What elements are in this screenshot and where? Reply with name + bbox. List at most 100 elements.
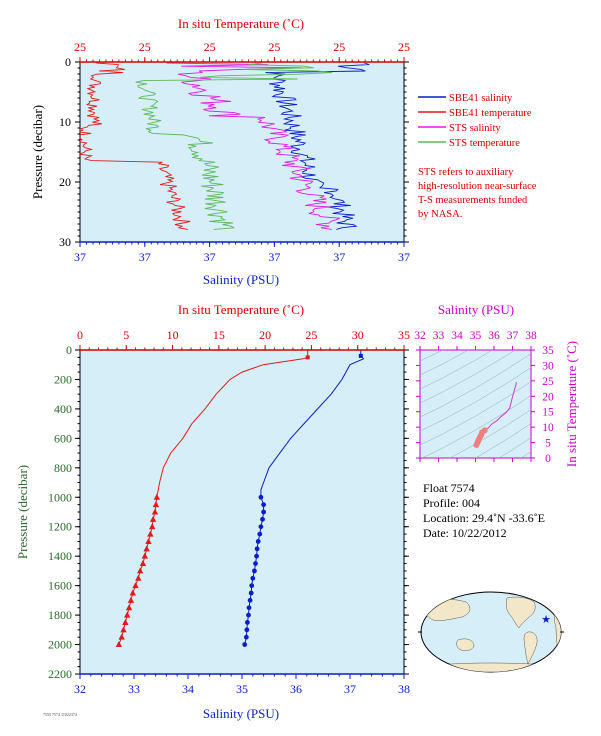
temperature-point bbox=[143, 545, 150, 552]
temperature-axis-tick-label: 5 bbox=[123, 328, 129, 342]
ts-salinity-tick-label: 33 bbox=[433, 330, 445, 342]
temperature-axis-tick-label: 15 bbox=[213, 328, 225, 342]
temperature-point bbox=[118, 633, 125, 640]
temperature-point bbox=[124, 611, 131, 618]
salinity-point bbox=[261, 502, 266, 508]
near-surface-y-tick-label: 0 bbox=[65, 55, 71, 69]
temperature-point bbox=[152, 501, 160, 508]
isopycnal-line bbox=[420, 353, 531, 418]
temperature-point bbox=[135, 574, 142, 581]
temperature-point bbox=[153, 493, 161, 500]
profile-date: Date: 10/22/2012 bbox=[423, 526, 507, 540]
temperature-point bbox=[120, 626, 127, 633]
temperature-axis-tick-label: 25 bbox=[305, 328, 317, 342]
temperature-axis-tick-label: 0 bbox=[77, 328, 83, 342]
salinity-axis-tick-label: 33 bbox=[128, 682, 140, 696]
temperature-point bbox=[151, 508, 159, 515]
ts-temperature-tick-label: 25 bbox=[542, 376, 554, 388]
temperature-point bbox=[147, 530, 154, 537]
salinity-point bbox=[254, 553, 259, 559]
salinity-point bbox=[260, 516, 265, 522]
temperature-point bbox=[149, 523, 156, 530]
isopycnal-line bbox=[475, 423, 531, 458]
ts-temperature-tick-label: 30 bbox=[542, 360, 554, 372]
temperature-point bbox=[139, 560, 147, 567]
full-depth-top-axis-title: In situ Temperature (˚C) bbox=[178, 302, 304, 317]
temperature-point bbox=[145, 537, 152, 544]
temperature-point bbox=[149, 515, 157, 522]
salinity-axis-tick-label: 34 bbox=[182, 682, 194, 696]
pressure-axis-tick-label: 1000 bbox=[48, 490, 72, 504]
map-australia bbox=[456, 638, 475, 651]
salinity-axis-tick-label: 36 bbox=[290, 682, 302, 696]
pressure-axis-tick-label: 0 bbox=[66, 343, 72, 357]
temperature-point bbox=[132, 582, 139, 589]
pressure-axis-tick-label: 600 bbox=[54, 431, 72, 445]
profile-number: Profile: 004 bbox=[423, 496, 480, 510]
sts-temperature-line bbox=[135, 62, 333, 230]
isopycnal-line bbox=[420, 381, 531, 446]
float-location: Location: 29.4˚N -33.6˚E bbox=[423, 511, 545, 525]
ts-temperature-tick-label: 5 bbox=[545, 438, 551, 450]
isopycnal-line bbox=[422, 395, 531, 458]
salinity-surface-point bbox=[358, 353, 363, 358]
ts-temperature-tick-label: 35 bbox=[542, 345, 554, 357]
salinity-axis-tick-label: 35 bbox=[236, 682, 248, 696]
temperature-axis-tick-label: 10 bbox=[167, 328, 179, 342]
salinity-point bbox=[255, 539, 261, 544]
ts-diagram-panel: Salinity (PSU) In situ Temperature (˚C) … bbox=[414, 302, 579, 467]
isopycnal-line bbox=[420, 350, 516, 404]
ts-temperature-tick-label: 15 bbox=[542, 407, 554, 419]
sbe41-temperature-line bbox=[80, 62, 191, 230]
pressure-axis-tick-label: 1400 bbox=[48, 549, 72, 563]
temperature-point bbox=[136, 567, 144, 574]
salinity-point bbox=[252, 568, 257, 574]
temperature-axis-tick-label: 20 bbox=[259, 328, 271, 342]
ts-point bbox=[481, 427, 488, 434]
near-surface-top-tick-label: 25 bbox=[204, 40, 216, 54]
salinity-point bbox=[250, 575, 256, 581]
ts-salinity-tick-label: 37 bbox=[507, 330, 519, 342]
pressure-axis-tick-label: 2000 bbox=[48, 638, 72, 652]
float-location-star: ★ bbox=[541, 614, 551, 626]
temperature-point bbox=[141, 552, 148, 559]
full-depth-plot-area bbox=[79, 349, 405, 675]
float-id: Float 7574 bbox=[423, 481, 475, 495]
near-surface-bottom-tick-label: 37 bbox=[204, 250, 216, 264]
pressure-axis-tick-label: 1600 bbox=[48, 579, 72, 593]
full-depth-bottom-axis-title: Salinity (PSU) bbox=[203, 706, 279, 721]
salinity-point bbox=[246, 612, 251, 618]
map-north-america bbox=[505, 596, 536, 629]
salinity-point bbox=[254, 546, 260, 552]
full-depth-y-axis-title: Pressure (decibar) bbox=[15, 465, 30, 559]
isopycnal-line bbox=[498, 437, 531, 458]
near-surface-top-tick-label: 25 bbox=[268, 40, 280, 54]
temperature-profile-line bbox=[118, 350, 309, 645]
near-surface-bottom-tick-label: 37 bbox=[139, 250, 151, 264]
pressure-axis-tick-label: 2200 bbox=[48, 667, 72, 681]
near-surface-top-axis-title: In situ Temperature (˚C) bbox=[178, 16, 304, 31]
ts-temperature-tick-label: 20 bbox=[542, 391, 554, 403]
salinity-point bbox=[258, 524, 264, 530]
ts-salinity-tick-label: 36 bbox=[488, 330, 500, 342]
full-depth-panel: In situ Temperature (˚C) Salinity (PSU) … bbox=[15, 302, 410, 721]
salinity-point bbox=[248, 590, 254, 596]
float-info: Float 7574 Profile: 004 Location: 29.4˚N… bbox=[423, 481, 545, 541]
temperature-surface-point bbox=[305, 355, 310, 360]
near-surface-bottom-axis-title: Salinity (PSU) bbox=[203, 272, 279, 287]
sts-note-line-2: high-resolution near-surface bbox=[418, 181, 537, 192]
ts-temperature-tick-label: 10 bbox=[542, 422, 554, 434]
salinity-point bbox=[261, 509, 266, 515]
near-surface-plot-area bbox=[79, 61, 405, 243]
near-surface-bottom-tick-label: 37 bbox=[333, 250, 345, 264]
legend-label-sts-temperature: STS temperature bbox=[449, 138, 520, 149]
near-surface-panel: In situ Temperature (˚C) Salinity (PSU) … bbox=[30, 16, 410, 287]
temperature-axis-tick-label: 35 bbox=[398, 328, 410, 342]
temperature-point bbox=[122, 618, 129, 625]
temperature-point bbox=[125, 604, 133, 611]
near-surface-top-tick-label: 25 bbox=[74, 40, 86, 54]
pressure-axis-tick-label: 800 bbox=[54, 461, 72, 475]
salinity-point bbox=[242, 642, 248, 647]
salinity-profile-line bbox=[244, 350, 365, 645]
near-surface-bottom-tick-label: 37 bbox=[74, 250, 86, 264]
